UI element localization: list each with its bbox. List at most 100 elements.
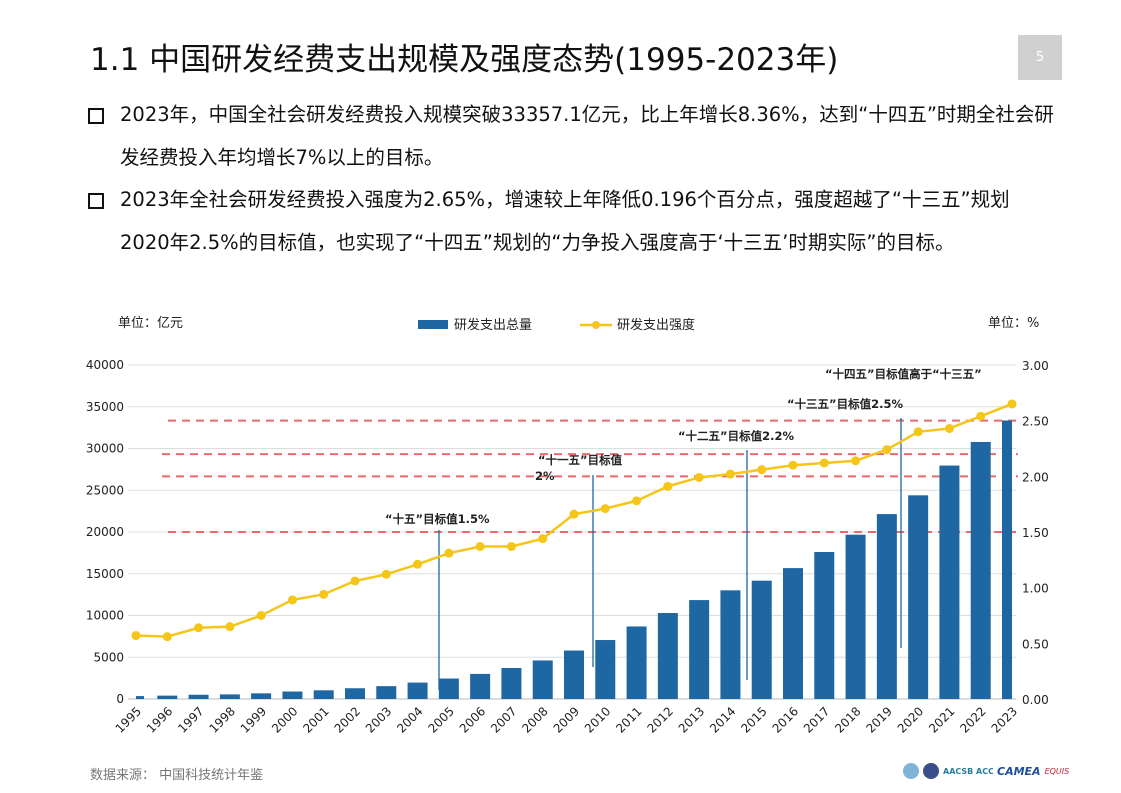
left-tick-label: 15000 xyxy=(86,567,124,581)
x-tick-label: 2015 xyxy=(738,704,769,735)
intensity-point-1999 xyxy=(256,611,266,620)
bar-2014 xyxy=(720,590,741,699)
intensity-point-2019 xyxy=(882,445,892,455)
intensity-point-2007 xyxy=(506,541,516,551)
intensity-point-1996 xyxy=(162,632,172,642)
annotation-label: “十二五”目标值2.2% xyxy=(678,429,794,443)
bar-2020 xyxy=(908,495,929,699)
x-tick-label: 2009 xyxy=(551,704,582,735)
equis-logo: EQUIS xyxy=(1044,766,1070,776)
page-title: 1.1 中国研发经费支出规模及强度态势(1995-2023年) xyxy=(90,42,839,78)
right-tick-label: 0.50 xyxy=(1022,637,1049,651)
x-tick-label: 2014 xyxy=(707,704,738,735)
left-unit-label: 单位：亿元 xyxy=(118,316,183,331)
annotation-label: “十五”目标值1.5% xyxy=(385,512,490,526)
intensity-point-2015 xyxy=(757,465,767,475)
intensity-point-2011 xyxy=(632,496,642,506)
x-tick-label: 2008 xyxy=(519,704,550,735)
x-tick-label: 2023 xyxy=(989,704,1020,735)
x-tick-label: 2010 xyxy=(582,704,613,735)
x-tick-label: 2017 xyxy=(801,704,832,735)
x-tick-label: 2001 xyxy=(300,704,331,735)
square-bullet-icon xyxy=(88,193,104,209)
left-tick-label: 0 xyxy=(116,692,124,706)
bar-2000 xyxy=(282,691,303,699)
bar-2010 xyxy=(595,640,616,699)
bar-2013 xyxy=(689,600,710,699)
bar-2009 xyxy=(564,650,584,699)
x-tick-label: 2006 xyxy=(457,704,488,735)
intensity-point-2016 xyxy=(788,460,798,470)
bar-2002 xyxy=(345,688,365,699)
annotation-label: “十四五”目标值高于“十三五” xyxy=(825,367,982,381)
right-tick-label: 1.00 xyxy=(1022,582,1049,596)
intensity-point-2023 xyxy=(1007,399,1017,409)
intensity-point-2013 xyxy=(694,472,704,482)
bar-2001 xyxy=(313,690,334,699)
bar-1997 xyxy=(188,694,209,699)
right-tick-label: 2.50 xyxy=(1022,415,1049,429)
x-tick-label: 2021 xyxy=(926,704,957,735)
bar-1996 xyxy=(157,695,178,699)
x-tick-label: 1997 xyxy=(175,704,206,735)
bar-2003 xyxy=(376,686,397,699)
x-tick-label: 2018 xyxy=(832,704,863,735)
school-seal-logo xyxy=(923,763,939,779)
annotation-label: “十一五”目标值 xyxy=(538,453,623,467)
legend-bar-label: 研发支出总量 xyxy=(454,317,532,333)
rd-chart: 0 5000 10000 15000 20000 25000 30000 35000 40000… xyxy=(86,316,1049,736)
intensity-point-2004 xyxy=(413,559,423,569)
bar-2016 xyxy=(783,568,803,699)
bar-1995 xyxy=(136,696,144,699)
bar-2017 xyxy=(814,551,835,699)
x-tick-label: 2007 xyxy=(488,704,519,735)
x-tick-label: 2019 xyxy=(863,704,894,735)
intensity-point-2020 xyxy=(913,427,923,437)
right-tick-label: 1.50 xyxy=(1022,526,1049,540)
bar-2019 xyxy=(876,514,897,699)
intensity-point-1995 xyxy=(131,631,141,641)
university-seal-logo xyxy=(903,763,919,779)
square-bullet-icon xyxy=(88,108,104,124)
logos: AACSB ACCREDITED CAMEA EQUIS xyxy=(903,763,1069,779)
bar-2007 xyxy=(501,668,522,699)
bar-2004 xyxy=(407,682,428,699)
intensity-point-1997 xyxy=(194,623,204,633)
annotation-label: “十三五”目标值2.5% xyxy=(787,397,903,411)
bar-2023 xyxy=(1002,420,1012,699)
right-tick-label: 3.00 xyxy=(1022,359,1049,373)
bar-2021 xyxy=(939,465,960,699)
intensity-point-2002 xyxy=(350,576,360,586)
aacsb-logo: AACSB ACCREDITED xyxy=(943,766,993,776)
intensity-point-2021 xyxy=(944,423,954,433)
x-tick-label: 2020 xyxy=(895,704,926,735)
x-tick-label: 2004 xyxy=(394,704,425,735)
bar-1998 xyxy=(219,694,240,699)
bar-2012 xyxy=(657,613,678,699)
data-source: 数据来源： 中国科技统计年鉴 xyxy=(90,768,264,783)
bar-2011 xyxy=(626,626,647,699)
bar-2006 xyxy=(470,673,491,699)
x-tick-label: 2005 xyxy=(425,704,456,735)
intensity-point-2003 xyxy=(381,569,391,579)
x-tick-label: 2016 xyxy=(770,704,801,735)
legend-line-label: 研发支出强度 xyxy=(617,317,695,333)
left-tick-label: 5000 xyxy=(93,650,124,664)
x-tick-label: 1999 xyxy=(238,704,269,735)
intensity-point-2005 xyxy=(444,548,454,558)
bar-2022 xyxy=(970,441,991,699)
intensity-point-2009 xyxy=(569,509,579,519)
annotation-label: 2% xyxy=(535,469,555,483)
left-tick-label: 30000 xyxy=(86,442,124,456)
intensity-point-2018 xyxy=(851,456,861,466)
camea-logo: CAMEA xyxy=(997,764,1041,778)
x-tick-label: 2013 xyxy=(676,704,707,735)
intensity-point-2010 xyxy=(600,504,610,514)
x-tick-label: 1995 xyxy=(113,704,144,735)
intensity-point-2014 xyxy=(725,469,735,479)
bar-2005 xyxy=(438,678,459,699)
left-tick-label: 35000 xyxy=(86,400,124,414)
left-tick-label: 20000 xyxy=(86,525,124,539)
intensity-point-2001 xyxy=(319,589,329,599)
intensity-point-2000 xyxy=(287,595,297,605)
